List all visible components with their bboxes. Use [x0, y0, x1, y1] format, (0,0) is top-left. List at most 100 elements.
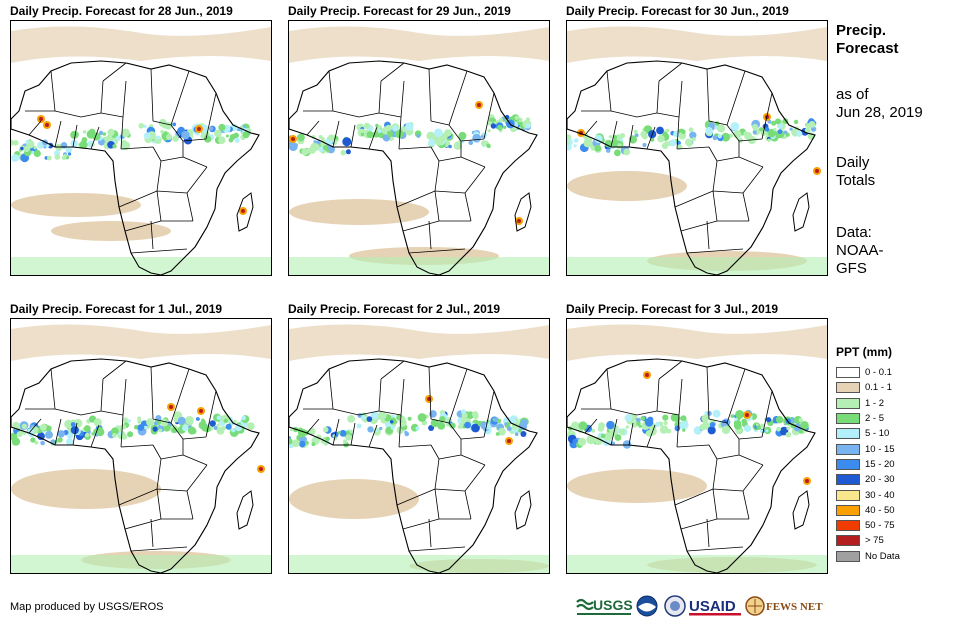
- legend-label: 2 - 5: [865, 413, 885, 425]
- legend-item: 1 - 2: [836, 396, 964, 411]
- precip-map: [288, 318, 550, 574]
- forecast-panel-6: Daily Precip. Forecast for 3 Jul., 2019: [566, 302, 828, 574]
- map-svg: [11, 324, 271, 573]
- forecast-panel-5: Daily Precip. Forecast for 2 Jul., 2019: [288, 302, 550, 574]
- country-borders: [303, 360, 495, 552]
- totals-line2: Totals: [836, 172, 876, 189]
- legend-item: 50 - 75: [836, 518, 964, 533]
- panel-title: Daily Precip. Forecast for 29 Jun., 2019: [288, 4, 511, 18]
- usaid-seal-icon: [664, 595, 686, 617]
- panel-title: Daily Precip. Forecast for 1 Jul., 2019: [10, 302, 223, 316]
- africa-outline: [567, 60, 816, 275]
- legend-item: 2 - 5: [836, 411, 964, 426]
- legend-title: PPT (mm): [836, 345, 893, 359]
- legend-label: 1 - 2: [865, 397, 885, 409]
- legend-swatch: [836, 520, 860, 532]
- map-svg: [289, 26, 549, 275]
- data-line2: NOAA-: [836, 242, 884, 259]
- asof-line2: Jun 28, 2019: [836, 104, 923, 121]
- madagascar-outline: [792, 192, 810, 232]
- africa-outline: [289, 60, 538, 275]
- legend-swatch: [836, 550, 860, 562]
- precip-map: [10, 318, 272, 574]
- data-line1: Data:: [836, 224, 872, 241]
- precip-map: [566, 20, 828, 276]
- country-borders: [581, 360, 773, 552]
- legend-item: 15 - 20: [836, 457, 964, 472]
- africa-outline: [11, 358, 260, 573]
- madagascar-outline: [514, 192, 532, 232]
- africa-outline: [289, 358, 538, 573]
- country-borders: [581, 62, 773, 254]
- map-svg: [567, 26, 827, 275]
- legend-item: 10 - 15: [836, 441, 964, 456]
- legend-label: > 75: [865, 535, 884, 547]
- legend-item: 5 - 10: [836, 426, 964, 441]
- panel-title: Daily Precip. Forecast for 28 Jun., 2019: [10, 4, 233, 18]
- legend-swatch: [836, 413, 860, 425]
- usgs-logo: USGS: [576, 597, 633, 615]
- legend-label: No Data: [865, 550, 900, 562]
- legend-swatch: [836, 367, 860, 379]
- panel-title: Daily Precip. Forecast for 2 Jul., 2019: [288, 302, 501, 316]
- madagascar-outline: [236, 490, 254, 530]
- country-borders: [303, 62, 495, 254]
- legend-item: 20 - 30: [836, 472, 964, 487]
- credit-text: Map produced by USGS/EROS: [10, 601, 164, 613]
- legend-swatch: [836, 458, 860, 470]
- country-borders: [25, 62, 217, 254]
- heading-line1: Precip.: [836, 22, 887, 39]
- legend-label: 0 - 0.1: [865, 367, 892, 379]
- madagascar-outline: [514, 490, 532, 530]
- map-svg: [11, 26, 271, 275]
- asof-line1: as of: [836, 86, 869, 103]
- panel-title: Daily Precip. Forecast for 3 Jul., 2019: [566, 302, 779, 316]
- legend-item: 0.1 - 1: [836, 380, 964, 395]
- legend-swatch: [836, 474, 860, 486]
- usaid-logo: USAID: [689, 598, 741, 616]
- totals-line1: Daily: [836, 154, 870, 171]
- sidebar-info: Precip. Forecast as of Jun 28, 2019 Dail…: [836, 22, 964, 278]
- fews-net-logo: FEWS NET: [745, 596, 823, 616]
- legend-label: 5 - 10: [865, 428, 890, 440]
- legend-swatch: [836, 535, 860, 547]
- legend-swatch: [836, 504, 860, 516]
- fews-logo-text: FEWS NET: [766, 601, 823, 613]
- data-line3: GFS: [836, 260, 867, 277]
- legend-swatch: [836, 382, 860, 394]
- usgs-logo-text: USGS: [593, 597, 633, 613]
- usaid-logo-text: USAID: [689, 598, 736, 615]
- legend-item: 0 - 0.1: [836, 365, 964, 380]
- forecast-panel-3: Daily Precip. Forecast for 30 Jun., 2019: [566, 4, 828, 276]
- forecast-panel-4: Daily Precip. Forecast for 1 Jul., 2019: [10, 302, 272, 574]
- legend: PPT (mm) 0 - 0.1 0.1 - 1 1 - 2 2 - 5 5 - 10 1…: [836, 345, 964, 564]
- legend-swatch: [836, 428, 860, 440]
- legend-swatch: [836, 489, 860, 501]
- legend-item: 40 - 50: [836, 503, 964, 518]
- noaa-logo-icon: [636, 595, 658, 617]
- precip-map: [288, 20, 550, 276]
- legend-item: > 75: [836, 533, 964, 548]
- panel-title: Daily Precip. Forecast for 30 Jun., 2019: [566, 4, 789, 18]
- legend-item: No Data: [836, 549, 964, 564]
- legend-swatch: [836, 397, 860, 409]
- legend-item: 30 - 40: [836, 487, 964, 502]
- map-svg: [289, 324, 549, 573]
- africa-outline: [11, 60, 260, 275]
- legend-swatch: [836, 443, 860, 455]
- forecast-panel-1: Daily Precip. Forecast for 28 Jun., 2019: [10, 4, 272, 276]
- africa-outline: [567, 358, 816, 573]
- legend-label: 20 - 30: [865, 474, 895, 486]
- heading-line2: Forecast: [836, 40, 899, 57]
- logos: USGS USAID FEWS NET: [575, 594, 825, 620]
- precip-map: [566, 318, 828, 574]
- forecast-panel-2: Daily Precip. Forecast for 29 Jun., 2019: [288, 4, 550, 276]
- legend-list: 0 - 0.1 0.1 - 1 1 - 2 2 - 5 5 - 10 10 - 15 15 …: [836, 365, 964, 564]
- legend-label: 10 - 15: [865, 443, 895, 455]
- map-svg: [567, 324, 827, 573]
- legend-label: 30 - 40: [865, 489, 895, 501]
- legend-label: 0.1 - 1: [865, 382, 892, 394]
- country-borders: [25, 360, 217, 552]
- legend-label: 40 - 50: [865, 504, 895, 516]
- madagascar-outline: [236, 192, 254, 232]
